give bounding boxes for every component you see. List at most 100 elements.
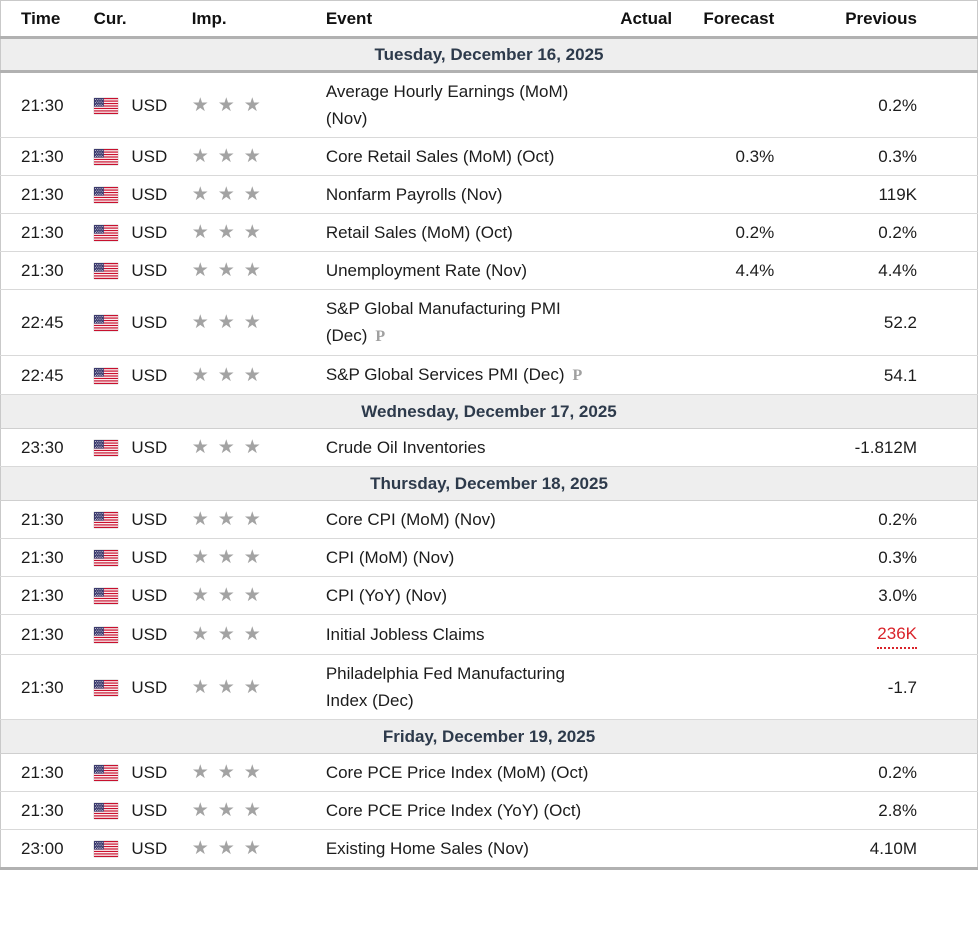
- importance-star-icon: ★: [217, 312, 235, 333]
- event-cell: Core CPI (MoM) (Nov): [325, 500, 619, 539]
- importance-star-icon: ★: [243, 146, 261, 167]
- column-header-previous: Previous: [845, 8, 917, 28]
- previous-value: 0.3%: [878, 147, 917, 166]
- currency-code: USD: [131, 147, 168, 166]
- event-name-link[interactable]: CPI (YoY) (Nov): [325, 586, 448, 605]
- importance-stars: ★ ★ ★: [191, 829, 326, 869]
- event-cell: S&P Global Manufacturing PMI (Dec) P: [325, 289, 619, 356]
- importance-star-icon: ★: [217, 364, 235, 386]
- event-cell: Retail Sales (MoM) (Oct): [325, 213, 619, 252]
- currency-cell: USD: [93, 355, 192, 395]
- event-name-link[interactable]: CPI (MoM) (Nov): [325, 548, 455, 567]
- event-row: 21:30: [0, 137, 978, 176]
- event-name-link[interactable]: S&P Global Services PMI (Dec): [325, 365, 565, 384]
- event-cell: Initial Jobless Claims: [325, 614, 619, 655]
- importance-star-icon: ★: [191, 762, 209, 783]
- previous-cell: 0.2%: [774, 71, 978, 138]
- event-row: 22:45: [0, 355, 978, 395]
- event-name-link[interactable]: Core PCE Price Index (MoM) (Oct): [325, 763, 589, 782]
- actual-value: [618, 500, 673, 539]
- importance-star-icon: ★: [191, 222, 209, 243]
- importance-star-icon: ★: [217, 547, 235, 568]
- currency-cell: USD: [93, 538, 192, 577]
- event-name-link[interactable]: Unemployment Rate (Nov): [325, 261, 528, 280]
- previous-value: 3.0%: [878, 586, 917, 605]
- event-cell: S&P Global Services PMI (Dec) P: [325, 355, 619, 395]
- importance-star-icon: ★: [243, 260, 261, 281]
- event-cell: Core PCE Price Index (MoM) (Oct): [325, 753, 619, 792]
- calendar-header-row: Time Cur. Imp. Event Actual Forecast Pre…: [1, 1, 978, 38]
- currency-cell: USD: [93, 614, 192, 655]
- event-name-link[interactable]: Initial Jobless Claims: [325, 625, 485, 644]
- date-label: Tuesday, December 16, 2025: [0, 36, 978, 73]
- actual-value: [618, 576, 673, 615]
- event-name-link[interactable]: S&P Global Manufacturing PMI (Dec): [325, 299, 561, 345]
- importance-star-icon: ★: [191, 94, 209, 116]
- currency-code: USD: [131, 763, 168, 782]
- importance-star-icon: ★: [217, 624, 235, 645]
- previous-cell: 52.2: [774, 289, 978, 356]
- preliminary-icon: P: [572, 367, 583, 384]
- currency-cell: USD: [93, 289, 192, 356]
- event-name-link[interactable]: Core CPI (MoM) (Nov): [325, 510, 496, 529]
- event-time: 23:00: [0, 829, 94, 869]
- importance-star-icon: ★: [191, 547, 209, 568]
- currency-cell: USD: [93, 753, 192, 792]
- importance-star-icon: ★: [191, 800, 209, 821]
- forecast-value: [672, 614, 775, 655]
- importance-stars: ★ ★ ★: [191, 251, 326, 290]
- importance-star-icon: ★: [243, 547, 261, 568]
- actual-value: [618, 71, 673, 138]
- importance-star-icon: ★: [191, 838, 209, 859]
- forecast-value: [672, 538, 775, 577]
- event-name-link[interactable]: Retail Sales (MoM) (Oct): [325, 223, 513, 242]
- event-time: 21:30: [0, 175, 94, 214]
- importance-stars: ★ ★ ★: [191, 500, 326, 539]
- event-name-link[interactable]: Crude Oil Inventories: [325, 438, 486, 457]
- forecast-value: [672, 428, 775, 467]
- previous-cell: -1.7: [774, 654, 978, 720]
- importance-star-icon: ★: [243, 676, 261, 698]
- event-cell: Existing Home Sales (Nov): [325, 829, 619, 869]
- us-flag-icon: [93, 149, 118, 165]
- currency-cell: USD: [93, 175, 192, 214]
- us-flag-icon: [93, 512, 118, 528]
- actual-value: [618, 251, 673, 290]
- event-cell: Core PCE Price Index (YoY) (Oct): [325, 791, 619, 830]
- event-row: 21:30: [0, 538, 978, 577]
- forecast-value: 0.3%: [672, 137, 775, 176]
- importance-stars: ★ ★ ★: [191, 428, 326, 467]
- actual-value: [618, 428, 673, 467]
- previous-value[interactable]: 236K: [877, 620, 917, 649]
- forecast-value: [672, 753, 775, 792]
- event-name-link[interactable]: Nonfarm Payrolls (Nov): [325, 185, 503, 204]
- date-separator-row: Tuesday, December 16, 2025: [0, 36, 978, 73]
- event-name-link[interactable]: Philadelphia Fed Manufacturing Index (De…: [325, 664, 565, 710]
- event-name-link[interactable]: Average Hourly Earnings (MoM) (Nov): [325, 82, 569, 128]
- actual-value: [618, 137, 673, 176]
- previous-value: 52.2: [883, 313, 917, 332]
- event-name-link[interactable]: Core Retail Sales (MoM) (Oct): [325, 147, 555, 166]
- event-name-link[interactable]: Existing Home Sales (Nov): [325, 839, 529, 858]
- us-flag-icon: [93, 367, 118, 384]
- event-row: 22:45: [0, 289, 978, 356]
- previous-value: 119K: [878, 185, 917, 204]
- preliminary-icon: P: [375, 328, 386, 345]
- importance-star-icon: ★: [217, 94, 235, 116]
- column-header-importance: Imp.: [191, 8, 227, 28]
- currency-code: USD: [131, 586, 168, 605]
- importance-star-icon: ★: [191, 364, 209, 386]
- importance-star-icon: ★: [243, 762, 261, 783]
- us-flag-icon: [93, 550, 118, 566]
- currency-cell: USD: [93, 137, 192, 176]
- importance-star-icon: ★: [243, 184, 261, 205]
- event-name-link[interactable]: Core PCE Price Index (YoY) (Oct): [325, 801, 582, 820]
- importance-star-icon: ★: [243, 364, 261, 386]
- event-time: 21:30: [0, 251, 94, 290]
- forecast-value: 0.2%: [672, 213, 775, 252]
- importance-star-icon: ★: [191, 146, 209, 167]
- importance-star-icon: ★: [243, 585, 261, 606]
- us-flag-icon: [93, 588, 118, 604]
- actual-value: [618, 791, 673, 830]
- previous-cell: 4.10M: [774, 829, 978, 869]
